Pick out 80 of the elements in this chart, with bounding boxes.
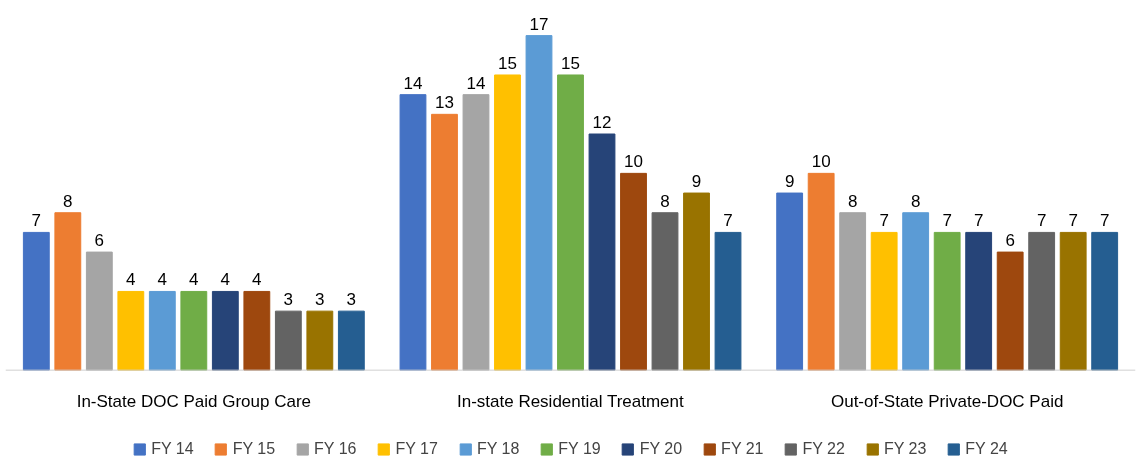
- bar: [620, 172, 647, 371]
- data-label: 14: [403, 73, 423, 93]
- bar: [776, 192, 804, 371]
- bar: [211, 290, 239, 371]
- bar: [306, 310, 334, 371]
- legend-label: FY 15: [232, 440, 276, 458]
- bar: [839, 212, 867, 371]
- bar: [651, 212, 679, 371]
- bar: [117, 290, 145, 371]
- bar: [965, 231, 993, 371]
- bar: [996, 251, 1024, 371]
- x-tick-label: In-state Residential Treatment: [456, 392, 685, 412]
- bar: [714, 231, 742, 371]
- data-label: 15: [561, 53, 580, 73]
- data-label: 14: [466, 73, 486, 93]
- data-label: 7: [1036, 211, 1047, 231]
- bar: [933, 231, 961, 371]
- data-label: 8: [660, 191, 670, 211]
- data-label: 15: [498, 53, 517, 73]
- bar: [1091, 231, 1119, 371]
- data-label: 4: [252, 270, 262, 290]
- data-label: 6: [94, 231, 105, 251]
- data-label: 7: [1099, 211, 1110, 231]
- legend-label: FY 20: [639, 440, 683, 458]
- data-label: 4: [189, 270, 199, 290]
- data-label: 9: [691, 172, 702, 192]
- bar: [85, 251, 113, 371]
- bar: [1028, 231, 1056, 371]
- bar: [525, 35, 553, 371]
- data-label: 3: [315, 290, 325, 310]
- data-label: 10: [811, 152, 831, 172]
- bar: [462, 94, 490, 371]
- bar: [148, 290, 176, 371]
- legend-label: FY 18: [476, 440, 520, 458]
- data-label: 8: [910, 191, 921, 211]
- bar: [1059, 231, 1087, 371]
- bar: [399, 94, 427, 371]
- bar: [557, 74, 584, 371]
- bar: [807, 172, 835, 371]
- data-label: 3: [346, 290, 357, 310]
- data-label: 7: [879, 211, 889, 231]
- data-label: 8: [847, 191, 858, 211]
- data-label: 6: [1005, 231, 1015, 251]
- bar: [588, 133, 616, 371]
- bar: [902, 212, 930, 371]
- legend-label: FY 24: [965, 440, 1008, 458]
- data-label: 17: [529, 14, 549, 34]
- data-label: 9: [784, 172, 795, 192]
- bar: [243, 290, 271, 371]
- legend-label: FY 23: [883, 440, 927, 458]
- bar: [431, 113, 458, 371]
- legend-label: FY 19: [558, 440, 601, 458]
- bar: [180, 290, 208, 371]
- data-label: 4: [220, 270, 231, 290]
- data-label: 4: [126, 270, 136, 290]
- data-label: 10: [624, 152, 643, 172]
- bar: [54, 212, 82, 371]
- data-label: 13: [435, 93, 454, 113]
- data-label: 7: [973, 211, 984, 231]
- data-label: 7: [723, 211, 733, 231]
- data-label: 12: [592, 113, 612, 133]
- data-label: 8: [63, 191, 73, 211]
- bar: [870, 231, 898, 371]
- bar: [22, 231, 50, 371]
- x-tick-label: Out-of-State Private-DOC Paid: [830, 392, 1064, 412]
- legend-label: FY 14: [151, 440, 194, 458]
- legend-label: FY 22: [802, 440, 845, 458]
- legend-label: FY 17: [395, 440, 438, 458]
- legend-label: FY 21: [721, 440, 764, 458]
- bar: [337, 310, 365, 371]
- legend-label: FY 16: [314, 440, 357, 458]
- data-label: 3: [283, 290, 294, 310]
- x-tick-label: In-State DOC Paid Group Care: [76, 392, 311, 412]
- bar: [494, 74, 521, 371]
- bar: [274, 310, 302, 371]
- data-label: 4: [157, 270, 168, 290]
- data-label: 7: [942, 211, 952, 231]
- bar: [683, 192, 710, 371]
- data-label: 7: [31, 211, 42, 231]
- data-label: 7: [1068, 211, 1078, 231]
